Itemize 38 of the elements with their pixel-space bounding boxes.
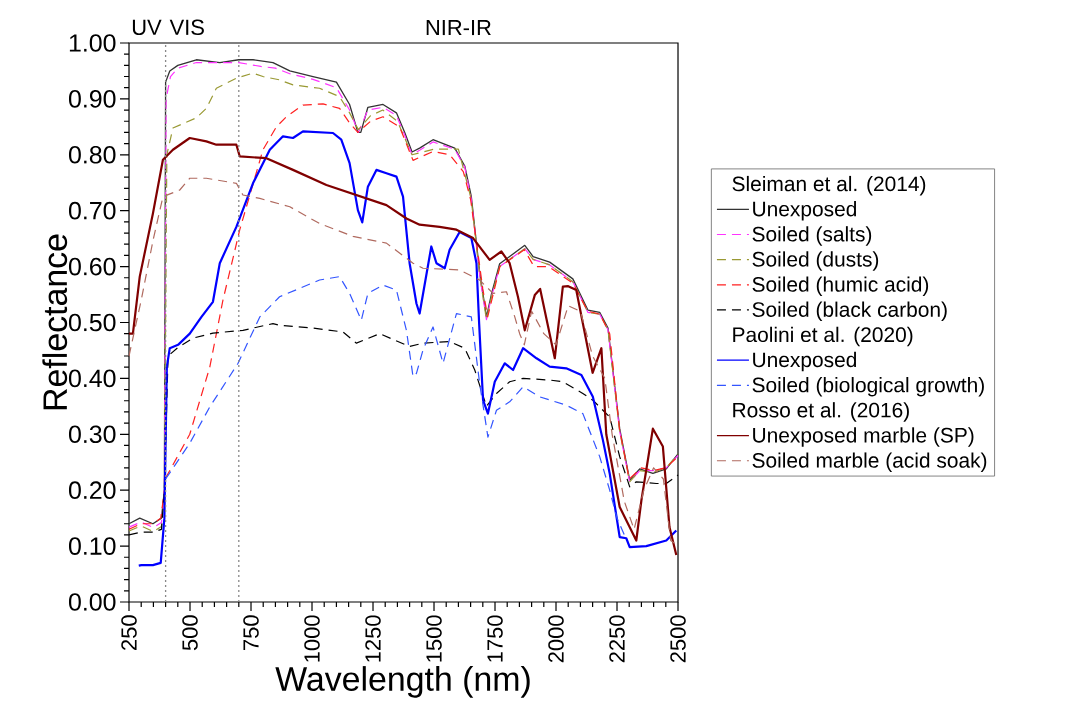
y-tick-label: 0.50: [68, 313, 116, 332]
x-tick-label: 500: [182, 615, 198, 651]
legend-label: Soiled (black carbon): [752, 301, 947, 322]
x-tick-label: 1750: [487, 615, 503, 662]
y-tick-label: 0.00: [68, 593, 116, 611]
y-tick-label: 0.90: [68, 90, 116, 108]
y-tick-label: 0.30: [68, 425, 116, 444]
text: VIS: [169, 19, 204, 36]
legend-label: Soiled (dusts): [752, 251, 879, 271]
text: NIR-IR: [426, 20, 491, 36]
text: UV: [132, 19, 162, 36]
legend-label: Unexposed marble (SP): [753, 427, 974, 447]
y-tick-label: 0.60: [68, 257, 116, 276]
x-tick-label: 250: [121, 615, 137, 650]
legend-label: Soiled (humic acid): [752, 276, 929, 296]
x-tick-label: 1000: [304, 615, 320, 662]
y-tick-label: 0.20: [68, 481, 116, 500]
text: Sleiman et al. (2014): [732, 175, 926, 196]
y-tick-label: 1.00: [69, 34, 116, 52]
y-tick-label: 0.10: [68, 537, 116, 555]
legend-label: Soiled (salts): [752, 226, 872, 246]
x-tick-label: 2000: [548, 615, 564, 663]
y-axis-title: Reflectance: [42, 234, 68, 410]
legend-label: Soiled marble (acid soak): [752, 452, 987, 472]
y-tick-label: 0.70: [68, 201, 116, 220]
legend-label: Soiled (biological growth): [752, 377, 984, 397]
x-tick-label: 1500: [426, 615, 442, 662]
x-tick-label: 2500: [670, 615, 686, 663]
y-tick-label: 0.80: [68, 145, 116, 164]
text: Rosso et al. (2016): [733, 402, 909, 422]
y-tick-label: 0.40: [68, 369, 116, 388]
x-axis-title: Wavelength (nm): [275, 666, 530, 698]
x-tick-label: 2250: [609, 615, 625, 663]
text: Paolini et al. (2020): [733, 326, 913, 347]
x-tick-label: 750: [243, 615, 259, 650]
legend-label: Unexposed: [753, 351, 857, 372]
x-tick-label: 1250: [365, 615, 381, 662]
legend-label: Unexposed: [753, 201, 857, 221]
